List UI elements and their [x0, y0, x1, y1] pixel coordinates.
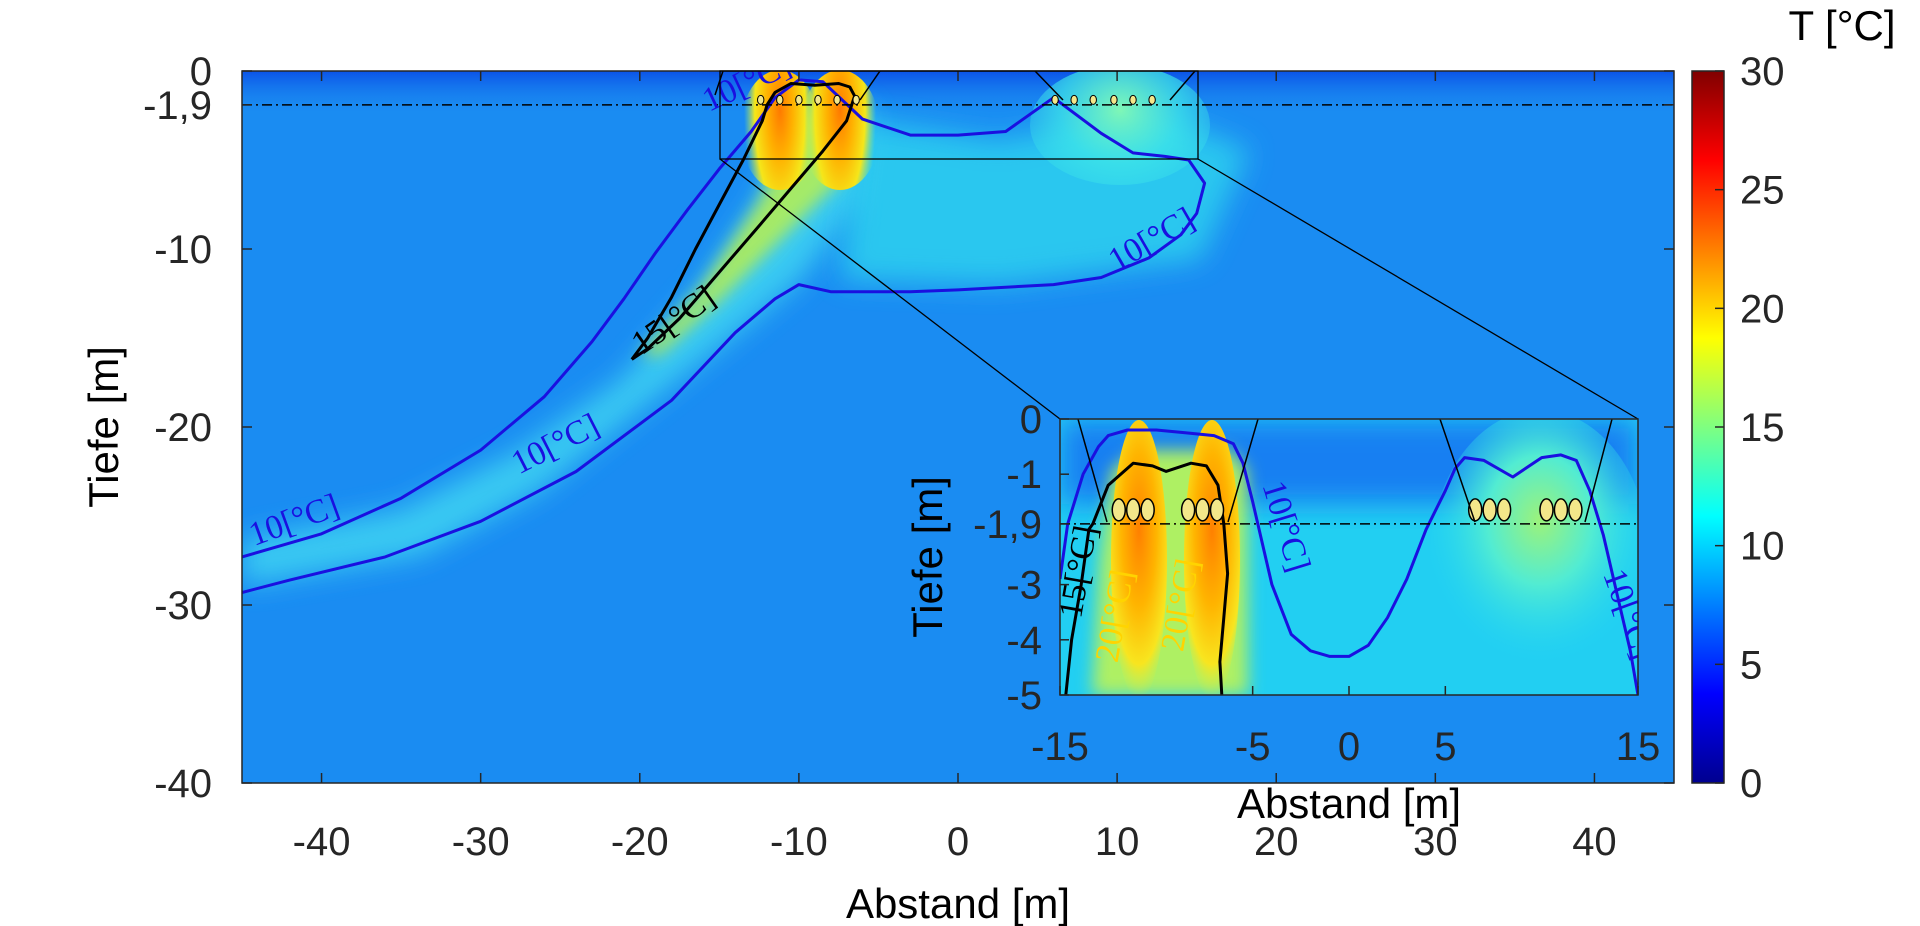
- inset-cable-markers: [1111, 498, 1583, 522]
- main-y-tick-label: -20: [154, 406, 212, 450]
- inset-cable-marker: [1496, 498, 1512, 522]
- inset-y-tick-label: 0: [1020, 398, 1042, 442]
- inset-contour-15: [1064, 461, 1230, 695]
- main-y-tick-label: -10: [154, 228, 212, 272]
- inset-x-axis: -15 -5 0 5 15: [1031, 686, 1660, 769]
- inset-contour-lines: [1060, 428, 1638, 695]
- colorbar: 0 5 10 15 20 25 30 T [°C]: [1691, 2, 1896, 806]
- main-cable-marker: [795, 94, 803, 105]
- main-cable-marker: [1148, 94, 1156, 105]
- main-cable-marker: [1110, 94, 1118, 105]
- main-x-tick-label: 10: [1095, 820, 1140, 864]
- inset-cable-marker: [1195, 498, 1210, 522]
- main-cable-marker: [852, 94, 860, 105]
- main-x-tick-label: -10: [770, 820, 828, 864]
- colorbar-tick-label: 15: [1740, 406, 1785, 450]
- colorbar-tick-label: 20: [1740, 287, 1785, 331]
- main-trench-outlines: [714, 71, 1196, 101]
- main-warm-core-right: [1030, 71, 1210, 185]
- inset-cable-marker: [1568, 498, 1583, 522]
- colorbar-tick-label: 25: [1740, 169, 1785, 213]
- inset-contour-10: [1060, 428, 1638, 695]
- inset-y-axis-title: Tiefe [m]: [904, 476, 951, 638]
- inset-cable-marker: [1553, 498, 1569, 522]
- inset-cable-marker: [1140, 498, 1155, 522]
- main-contour-lines: [242, 78, 1207, 594]
- zoom-indicator: [719, 70, 1639, 420]
- main-cable-marker: [1070, 94, 1078, 105]
- zoom-region-box: [719, 70, 1199, 160]
- main-x-tick-label: -30: [452, 820, 510, 864]
- main-cable-marker: [757, 94, 765, 105]
- colorbar-ticks: 0 5 10 15 20 25 30: [1715, 50, 1785, 806]
- inset-hot-core-left: [1111, 420, 1167, 695]
- inset-cable-marker: [1111, 498, 1127, 522]
- inset-x-tick-label: -5: [1235, 725, 1271, 769]
- main-y-axis: 0-1,9-10-20-30-40: [143, 50, 1674, 806]
- main-cable-marker: [1051, 94, 1059, 105]
- inset-cable-marker: [1125, 498, 1141, 522]
- inset-y-tick-label: -5: [1006, 674, 1042, 718]
- inset-x-tick-label: 0: [1338, 725, 1360, 769]
- colorbar-tick-label: 5: [1740, 643, 1762, 687]
- inset-x-tick-label: -15: [1031, 725, 1089, 769]
- inset-hot-core-right: [1184, 420, 1240, 695]
- inset-y-tick-label: -4: [1006, 619, 1042, 663]
- colorbar-tick-label: 30: [1740, 50, 1785, 94]
- inset-warm-core-right: [1430, 419, 1638, 695]
- inset-x-tick-label: 5: [1434, 725, 1456, 769]
- main-y-tick-label: -40: [154, 762, 212, 806]
- main-x-tick-label: -20: [611, 820, 669, 864]
- inset-x-tick-label: 15: [1616, 725, 1661, 769]
- main-cable-marker: [833, 94, 841, 105]
- zoom-connector-left: [719, 158, 1061, 420]
- main-y-tick-label: -1,9: [143, 84, 212, 128]
- main-x-axis: -40 -30 -20 -10 0 10 20 30 40: [293, 71, 1617, 864]
- main-y-axis-title: Tiefe [m]: [80, 346, 127, 508]
- zoom-connector-right: [1197, 158, 1639, 420]
- colorbar-tick-label: 10: [1740, 525, 1785, 569]
- inset-cable-marker: [1482, 498, 1497, 522]
- colorbar-tick-label: 0: [1740, 762, 1762, 806]
- inset-trench-outlines: [1077, 419, 1613, 523]
- main-cable-markers: [757, 94, 1156, 105]
- main-x-tick-label: 0: [947, 820, 969, 864]
- main-contour-10: [242, 78, 1207, 594]
- main-cable-marker: [814, 94, 822, 105]
- main-contour-15: [630, 82, 857, 361]
- main-y-tick-label: -30: [154, 584, 212, 628]
- colorbar-title: T [°C]: [1788, 2, 1895, 49]
- inset-cable-marker: [1180, 498, 1196, 522]
- inset-y-axis: 0 -1 -1,9 -3 -4 -5: [973, 398, 1069, 718]
- inset-y-tick-label: -1,9: [973, 503, 1042, 547]
- inset-x-axis-title: Abstand [m]: [1237, 780, 1461, 827]
- main-cable-marker: [1089, 94, 1097, 105]
- main-x-axis-title: Abstand [m]: [846, 880, 1070, 926]
- inset-cable-marker: [1209, 498, 1225, 522]
- main-x-tick-label: 40: [1572, 820, 1617, 864]
- main-x-tick-label: -40: [293, 820, 351, 864]
- inset-plot: 10[°C]10[°C]15[°C]20[°C] 20[°C] -15 -5 0 5 15…: [904, 398, 1660, 827]
- main-x-tick-label: 20: [1254, 820, 1299, 864]
- main-cable-marker: [776, 94, 784, 105]
- main-y-tick-label: 0: [190, 50, 212, 94]
- inset-y-tick-label: -1: [1006, 453, 1042, 497]
- inset-cable-marker: [1539, 498, 1554, 522]
- main-cable-marker: [1129, 94, 1137, 105]
- inset-y-tick-label: -3: [1006, 564, 1042, 608]
- main-x-tick-label: 30: [1413, 820, 1458, 864]
